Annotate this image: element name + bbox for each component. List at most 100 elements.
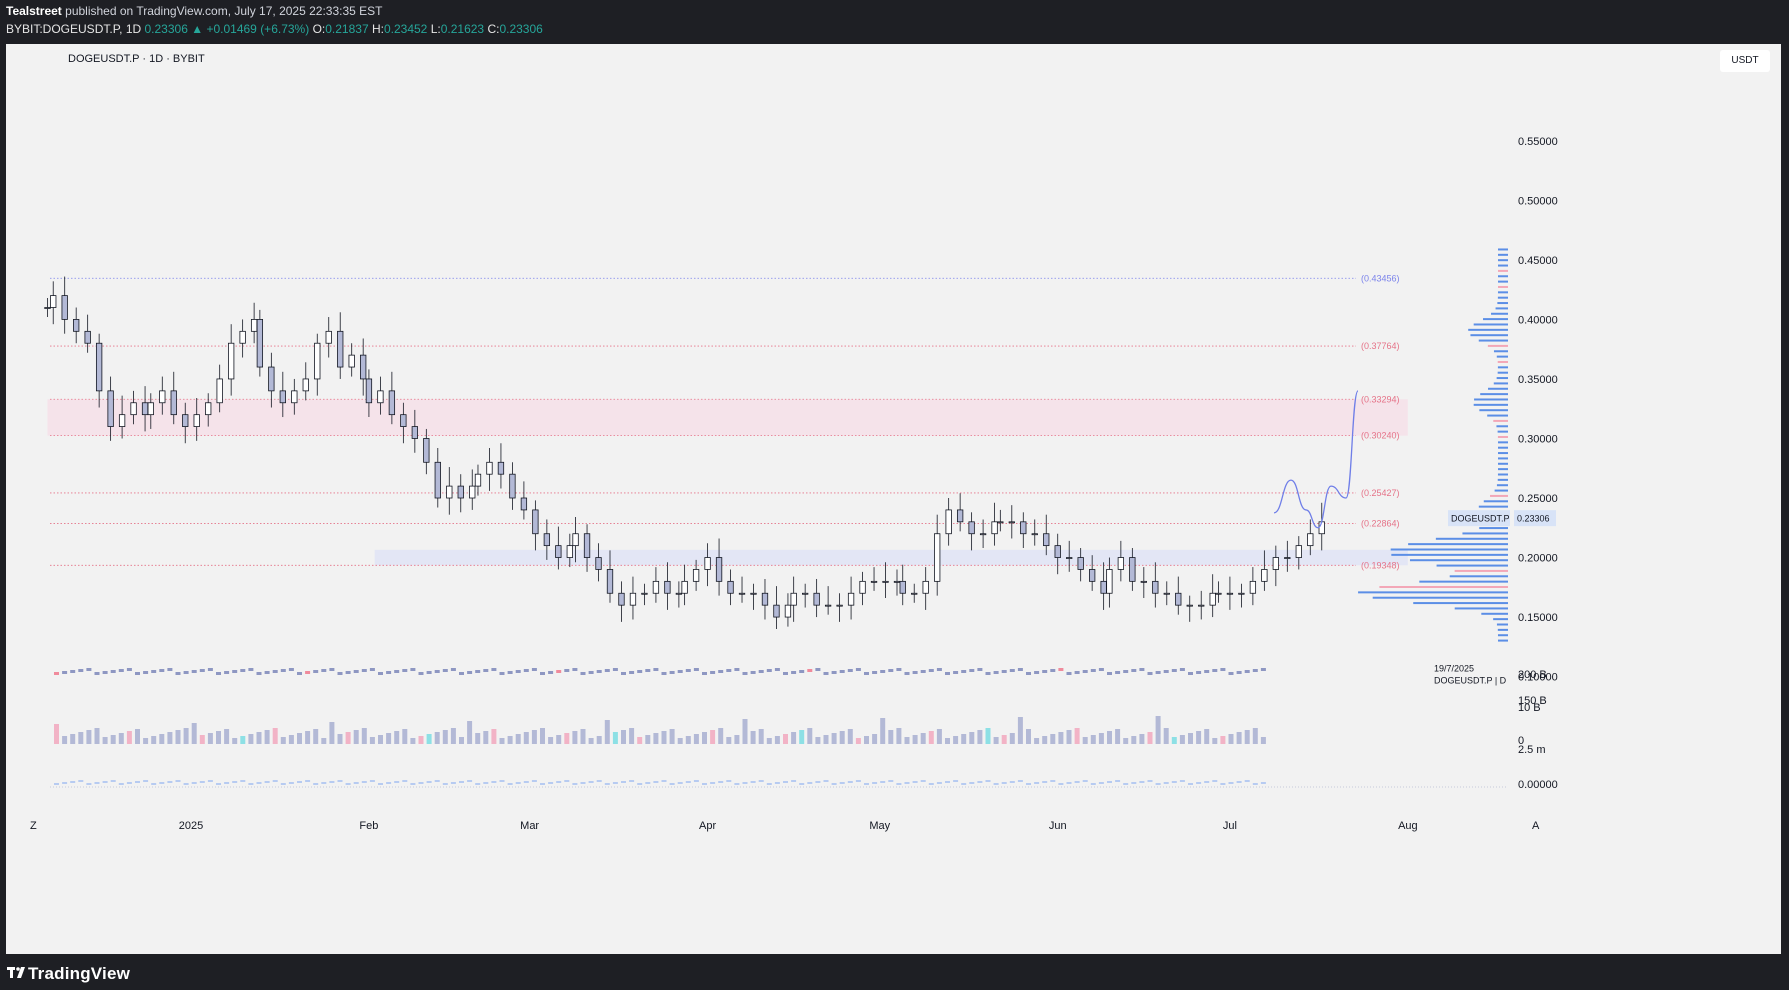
lower-indicator-bar	[1123, 783, 1129, 785]
candle-body	[956, 509, 964, 523]
volume-bar	[1139, 734, 1145, 744]
candle-body	[802, 592, 809, 595]
lower-indicator-bar	[823, 780, 829, 782]
price-chart[interactable]: (0.43456) (0.37764) (0.33294) (0.30240) (0.2…	[6, 44, 1781, 954]
brand-name[interactable]: TradingView	[28, 964, 131, 983]
lower-indicator-bar	[531, 780, 537, 782]
candle-body	[1054, 545, 1061, 558]
volume-bar	[1082, 737, 1088, 744]
high-value: 0.23452	[383, 22, 428, 36]
volume-bar	[661, 731, 667, 744]
low-label: L:	[430, 22, 441, 36]
footer: TradingView	[0, 960, 300, 990]
oscillator-point	[677, 670, 683, 673]
oscillator-point	[791, 671, 797, 674]
oscillator-point	[143, 671, 149, 674]
candle-body	[279, 390, 286, 404]
oscillator-point	[1017, 668, 1023, 671]
volume-profile-bar	[1497, 302, 1508, 305]
candle-body	[250, 319, 258, 332]
lower-indicator-bar	[167, 781, 173, 783]
lower-indicator-bar	[378, 783, 383, 785]
volume-bar	[961, 734, 967, 744]
lower-indicator-bar	[742, 782, 748, 784]
oscillator-point	[1204, 670, 1210, 673]
candle-body	[1008, 521, 1015, 524]
publisher-name[interactable]: Tealstreet	[6, 4, 62, 18]
lower-indicator-bar	[1260, 782, 1266, 784]
candle-body	[268, 366, 275, 392]
oscillator-point	[612, 668, 618, 671]
lower-indicator-bar	[434, 780, 440, 782]
volume-bar	[710, 730, 716, 744]
lower-indicator-bar	[361, 781, 367, 783]
candle-body	[1226, 592, 1234, 595]
oscillator-point	[564, 669, 570, 672]
volume-bar	[491, 729, 497, 744]
publication-line: Tealstreet published on TradingView.com,…	[6, 4, 382, 18]
lower-indicator-bar	[321, 782, 327, 784]
volume-bar	[880, 718, 886, 744]
oscillator-point	[726, 669, 732, 672]
chart-panel[interactable]: (0.43456) (0.37764) (0.33294) (0.30240) (0.2…	[6, 44, 1781, 954]
currency-button[interactable]: USDT	[1720, 50, 1770, 72]
lower-indicator-bar	[313, 783, 319, 785]
lower-indicator-bar	[410, 783, 416, 785]
lower-indicator-bar	[70, 781, 76, 783]
volume-profile-bar	[1497, 446, 1508, 449]
lower-indicator-bar	[62, 782, 68, 784]
volume-bar	[288, 735, 294, 744]
zone-support	[374, 549, 1408, 566]
lower-indicator-bar	[288, 782, 294, 784]
candle-body	[1249, 580, 1257, 594]
lower-indicator-bar	[475, 783, 481, 785]
candle-body	[761, 592, 769, 606]
volume-bar	[523, 732, 529, 744]
lower-indicator-bar	[661, 780, 667, 782]
oscillator-point	[378, 672, 383, 675]
candle-body	[784, 604, 792, 618]
volume-bar	[1220, 736, 1226, 744]
candle-body	[147, 402, 154, 416]
oscillator-point	[297, 672, 302, 675]
oscillator-point	[710, 671, 716, 674]
volume-bar	[669, 729, 675, 744]
volume-profile-bar	[1379, 586, 1508, 589]
volume-bar	[1236, 732, 1242, 744]
oscillator-point	[272, 670, 278, 673]
lower-indicator-bar	[936, 782, 942, 784]
oscillator-point	[102, 671, 108, 674]
lower-indicator-bar	[442, 783, 448, 785]
oscillator-point	[953, 671, 959, 674]
lower-indicator-bar	[799, 783, 805, 785]
volume-bar	[953, 736, 959, 744]
volume-bar	[1260, 737, 1266, 744]
candle-body	[239, 330, 246, 344]
lower-indicator-bar	[831, 783, 837, 785]
candle-body	[520, 497, 528, 511]
y-tick-label: 0.55000	[1518, 136, 1558, 148]
oscillator-point	[191, 670, 197, 673]
candle-body	[911, 592, 918, 595]
volume-bar	[1171, 737, 1177, 744]
oscillator-point	[94, 672, 100, 675]
volume-bar	[1042, 736, 1048, 744]
volume-bar	[588, 738, 594, 744]
ohlc-line: BYBIT:DOGEUSDT.P, 1D 0.23306 ▲ +0.01469 …	[6, 22, 543, 36]
lower-indicator-bar	[864, 783, 869, 785]
lower-indicator-bar	[1220, 783, 1226, 785]
candle-body	[618, 592, 625, 606]
lower-indicator-bar	[1147, 780, 1153, 782]
lower-indicator-bar	[151, 783, 157, 785]
volume-bar	[1155, 716, 1161, 744]
oscillator-point	[167, 668, 173, 671]
lower-indicator-bar	[945, 781, 950, 783]
volume-bar	[1228, 734, 1234, 744]
volume-bar	[718, 728, 724, 744]
volume-bar	[1204, 729, 1210, 744]
y-tick-label: 0.35000	[1518, 374, 1558, 386]
candle-body	[583, 533, 591, 558]
oscillator-point	[224, 671, 230, 674]
oscillator-point	[329, 668, 335, 671]
tradingview-logo-icon[interactable]	[6, 962, 26, 982]
